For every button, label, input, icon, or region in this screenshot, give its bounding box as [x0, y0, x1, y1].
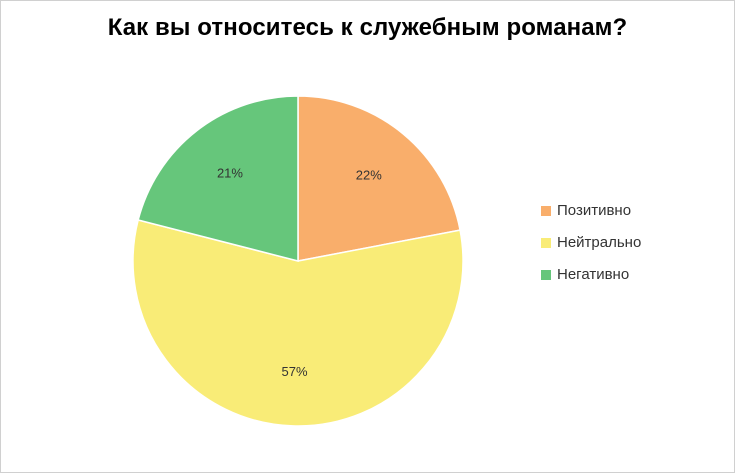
legend-label-neutral: Нейтрально: [557, 234, 642, 251]
legend: Позитивно Нейтрально Негативно: [541, 200, 641, 296]
pie-slice-negative: [137, 95, 299, 262]
legend-swatch-positive: [541, 205, 551, 216]
chart-title: Как вы относитесь к служебным романам?: [107, 14, 628, 41]
pie-slice-neutral: [132, 219, 464, 427]
legend-label-positive: Позитивно: [557, 202, 632, 219]
pie-slice-positive: [297, 95, 461, 262]
legend-item-positive: Позитивно: [541, 200, 641, 221]
data-label-positive: 22%: [356, 167, 382, 182]
legend-swatch-neutral: [541, 237, 551, 248]
legend-swatch-negative: [541, 269, 551, 280]
legend-item-neutral: Нейтрально: [541, 232, 641, 253]
legend-item-negative: Негативно: [541, 264, 641, 285]
data-label-neutral: 57%: [281, 364, 307, 379]
legend-label-negative: Негативно: [557, 266, 630, 283]
data-label-negative: 21%: [217, 165, 243, 180]
